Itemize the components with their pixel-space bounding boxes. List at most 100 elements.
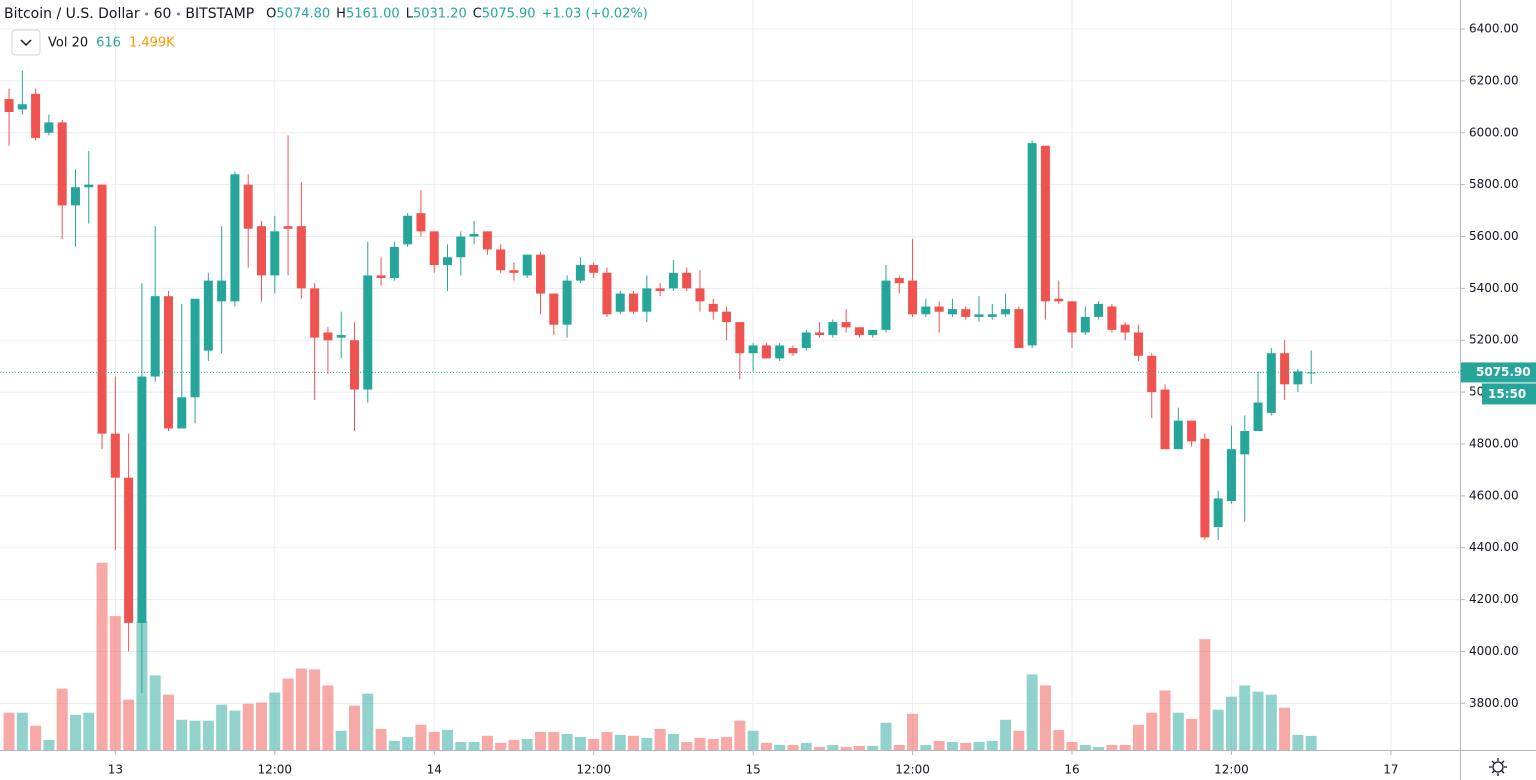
volume-bar — [388, 740, 400, 750]
candle-body — [203, 280, 213, 351]
volume-bar — [867, 745, 879, 750]
volume-bar — [734, 720, 746, 750]
candle-layer — [0, 70, 1460, 693]
volume-bar — [149, 675, 161, 750]
volume-bar — [694, 737, 706, 750]
volume-bar — [535, 731, 547, 750]
countdown-label: 15:50 — [1488, 387, 1526, 401]
ohlc-value: 5031.20 — [413, 7, 467, 22]
candle-body — [575, 265, 585, 281]
candle-body — [788, 348, 798, 354]
volume-bar — [123, 699, 135, 750]
candle-body — [589, 265, 599, 273]
volume-bar — [1239, 685, 1251, 750]
volume-bar — [16, 712, 28, 750]
volume-bar — [242, 703, 254, 750]
volume-bar — [402, 736, 414, 750]
volume-bar — [667, 733, 679, 750]
volume-bar — [601, 731, 613, 750]
volume-bar — [1279, 707, 1291, 750]
volume-bar — [853, 745, 865, 750]
volume-bar — [814, 747, 826, 750]
volume-bar — [548, 731, 560, 750]
candle-body — [57, 122, 67, 206]
volume-bar — [349, 705, 361, 750]
candle-body — [17, 104, 27, 110]
volume-bar — [43, 739, 55, 750]
candle-body — [1240, 431, 1250, 455]
volume-bar — [455, 741, 467, 750]
volume-bar — [787, 744, 799, 750]
volume-bar — [229, 710, 241, 750]
candle-body — [1014, 309, 1024, 349]
x-tick-label: 12:00 — [1214, 763, 1249, 777]
ohlc-key: O — [266, 7, 276, 22]
x-tick-label: 12:00 — [895, 763, 930, 777]
volume-bar — [30, 725, 42, 750]
volume-bar — [1039, 685, 1051, 750]
ohlc-key: H — [336, 7, 346, 22]
volume-bar — [707, 739, 719, 750]
candle-body — [602, 272, 612, 315]
candle-body — [389, 246, 399, 279]
candle-body — [1133, 332, 1143, 356]
volume-bar — [83, 712, 95, 750]
settings-button[interactable] — [1489, 758, 1507, 776]
candle-body — [934, 306, 944, 312]
collapse-button[interactable] — [11, 29, 41, 56]
volume-bar — [960, 742, 972, 750]
candle-body — [748, 345, 758, 354]
candle-body — [70, 187, 80, 206]
candle-body — [443, 257, 453, 266]
x-tick-label: 15 — [745, 763, 760, 777]
candle-body — [110, 433, 120, 478]
candle-body — [642, 288, 652, 312]
volume-bar — [1013, 730, 1025, 750]
volume-bar — [1079, 744, 1091, 750]
y-tick-label: 5200.00 — [1469, 333, 1519, 347]
x-tick-label: 14 — [427, 763, 442, 777]
candle-body — [1080, 316, 1090, 333]
volume-bar — [428, 731, 440, 750]
volume-bar — [933, 740, 945, 750]
volume-bar — [747, 730, 759, 750]
volume-bar — [880, 722, 892, 750]
candle-body — [150, 296, 160, 377]
volume-bar — [681, 741, 693, 750]
candle-body — [562, 280, 572, 325]
candle-body — [336, 335, 346, 338]
volume-bar — [442, 729, 454, 750]
volume-bar — [1212, 709, 1224, 750]
legend: Bitcoin / U.S. Dollar 60 BITSTAMP O 5074.80… — [4, 6, 648, 51]
candle-body — [1160, 389, 1170, 450]
volume-bar — [893, 744, 905, 750]
volume-bar — [774, 744, 786, 750]
volume-bar — [96, 562, 108, 750]
candle-body — [894, 278, 904, 284]
volume-bar — [468, 741, 480, 750]
ohlc-key: L — [406, 7, 414, 22]
gear-teeth — [1489, 758, 1507, 776]
candle-body — [549, 293, 559, 325]
volume-bar — [1159, 690, 1171, 750]
volume-bar — [255, 702, 267, 750]
candle-body — [1173, 420, 1183, 450]
y-tick-label: 4000.00 — [1469, 644, 1519, 658]
candle-body — [668, 272, 678, 289]
volume-bar — [1066, 741, 1078, 750]
volume-bar — [907, 713, 919, 750]
x-tick-label: 16 — [1064, 763, 1079, 777]
candle-body — [1067, 301, 1077, 333]
candle-body — [323, 332, 333, 341]
volume-bar — [946, 741, 958, 750]
candle-body — [1187, 420, 1197, 442]
x-tick-label: 13 — [108, 763, 123, 777]
x-tick-label: 17 — [1383, 763, 1398, 777]
candle-body — [615, 293, 625, 312]
volume-bar — [362, 693, 374, 750]
candle-body — [1200, 438, 1210, 538]
candle-body — [509, 270, 519, 273]
